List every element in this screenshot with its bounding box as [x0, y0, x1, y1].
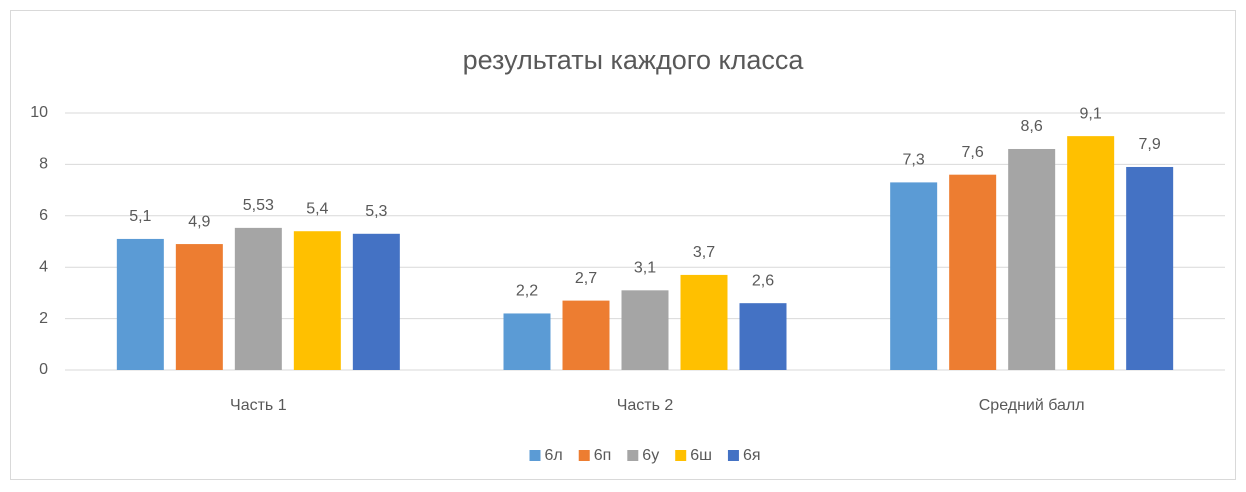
legend-label: 6у [642, 447, 659, 464]
y-tick-label: 10 [30, 104, 48, 121]
bar [293, 231, 341, 370]
y-tick-label: 8 [39, 156, 48, 173]
bar [1126, 166, 1174, 370]
x-tick-label: Часть 2 [617, 397, 674, 414]
value-label: 5,1 [129, 208, 151, 225]
bar [352, 233, 400, 370]
value-label: 7,9 [1139, 136, 1161, 153]
value-label: 3,1 [634, 260, 656, 277]
bar [1067, 136, 1115, 370]
legend-swatch [675, 450, 687, 461]
y-tick-label: 0 [39, 361, 48, 378]
legend-swatch [529, 450, 541, 461]
bar [890, 182, 938, 370]
bar [175, 244, 223, 370]
value-label: 5,53 [243, 197, 274, 214]
bar [116, 238, 164, 370]
bar [503, 313, 551, 370]
bar [234, 227, 282, 370]
value-label: 2,2 [516, 283, 538, 300]
value-label: 2,6 [752, 272, 774, 289]
legend-label: 6я [743, 447, 761, 464]
value-label: 2,7 [575, 270, 597, 287]
value-label: 5,4 [306, 200, 328, 217]
x-tick-label: Средний балл [979, 397, 1085, 414]
legend-label: 6ш [690, 447, 712, 464]
value-label: 7,3 [903, 152, 925, 169]
value-label: 9,1 [1080, 105, 1102, 122]
value-label: 8,6 [1021, 118, 1043, 135]
y-tick-label: 6 [39, 207, 48, 224]
bar [680, 274, 728, 370]
bar [949, 174, 997, 370]
legend-label: 6п [594, 447, 612, 464]
legend-swatch [627, 450, 639, 461]
y-tick-label: 4 [39, 258, 48, 275]
bar [1008, 148, 1056, 370]
x-tick-label: Часть 1 [230, 397, 287, 414]
value-label: 5,3 [365, 203, 387, 220]
legend-swatch [727, 450, 739, 461]
legend-swatch [578, 450, 590, 461]
bar [739, 303, 787, 370]
chart-title: результаты каждого класса [463, 45, 805, 75]
legend-label: 6л [545, 447, 563, 464]
bar [621, 290, 669, 370]
value-label: 3,7 [693, 244, 715, 261]
value-label: 4,9 [188, 213, 210, 230]
value-label: 7,6 [962, 144, 984, 161]
bar [562, 300, 610, 370]
y-tick-label: 2 [39, 310, 48, 327]
